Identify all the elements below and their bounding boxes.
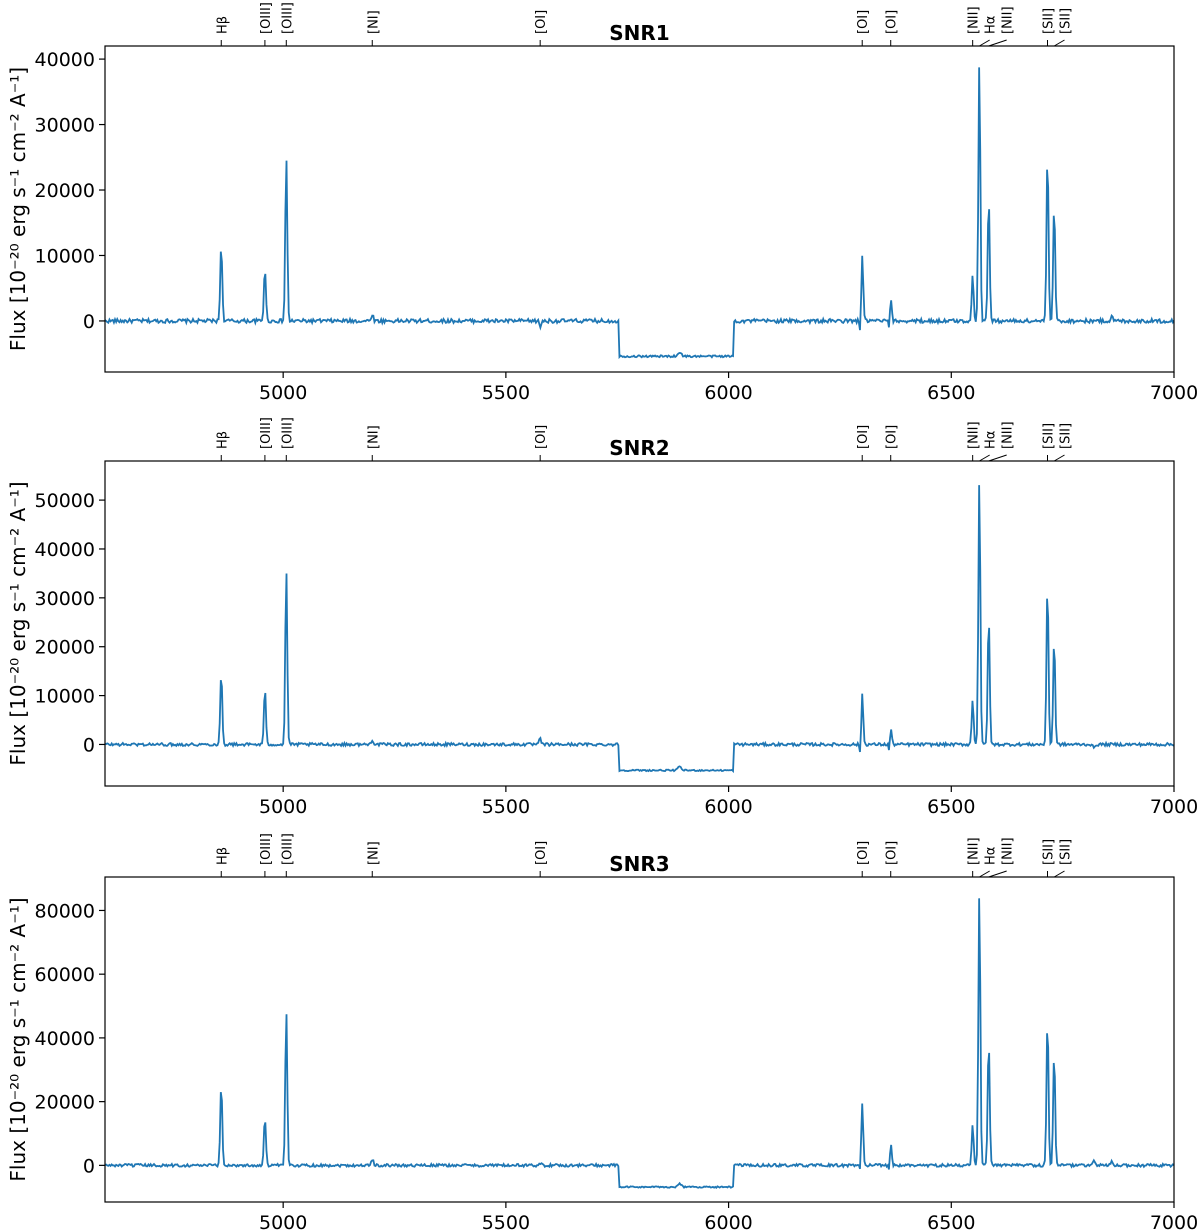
line-marker-tick <box>988 454 1007 462</box>
axes-frame <box>104 45 1175 373</box>
chart-title: SNR1 <box>609 21 669 45</box>
panel-3: 5000 5500 6000 6500 7000 0 20000 40000 60000 8000… <box>6 833 1198 1232</box>
emission-line-label: Hα <box>984 847 999 865</box>
y-tick-label: 0 <box>83 1155 95 1177</box>
emission-line-label: [OIII] <box>259 417 274 449</box>
emission-line-label: [OIII] <box>259 2 274 34</box>
x-tick-label: 5500 <box>482 1212 530 1232</box>
panel-1: 5000 5500 6000 6500 7000 0 10000 20000 30000 4000… <box>6 2 1198 404</box>
line-marker-tick <box>988 39 1007 47</box>
x-tick-label: 7000 <box>1150 382 1198 404</box>
emission-line-label: [OI] <box>885 10 900 34</box>
emission-line-label: [SII] <box>1059 423 1074 449</box>
line-marker-tick <box>979 870 990 878</box>
y-tick-label: 20000 <box>35 180 95 202</box>
emission-line-label: [NII] <box>1001 6 1016 34</box>
x-tick-label: 7000 <box>1150 796 1198 818</box>
y-tick-label: 40000 <box>35 49 95 71</box>
emission-line-label: [SII] <box>1042 839 1057 865</box>
emission-line-label: Hβ <box>215 431 230 449</box>
emission-line-label: [NII] <box>967 421 982 449</box>
spectrum-line <box>105 898 1174 1190</box>
emission-line-label: [NII] <box>967 837 982 865</box>
line-marker-tick <box>979 39 990 47</box>
axes-frame <box>104 460 1175 787</box>
line-marker-tick <box>979 454 990 462</box>
emission-line-label: Hα <box>984 16 999 34</box>
emission-line-label: [OI] <box>534 425 549 449</box>
line-marker-tick <box>1053 870 1065 878</box>
emission-line-label: [NI] <box>366 425 381 449</box>
x-tick-label: 5500 <box>482 796 530 818</box>
y-tick-label: 0 <box>83 311 95 333</box>
emission-line-label: [NII] <box>1001 421 1016 449</box>
spectrum-line <box>105 67 1174 360</box>
y-axis-label: Flux [10⁻²⁰ erg s⁻¹ cm⁻² A⁻¹] <box>6 67 30 351</box>
y-tick-label: 20000 <box>35 1092 95 1114</box>
x-tick-label: 5000 <box>259 382 307 404</box>
emission-line-label: [OI] <box>856 10 871 34</box>
y-tick-label: 10000 <box>35 686 95 708</box>
x-tick-label: 5500 <box>482 382 530 404</box>
emission-line-label: [OIII] <box>259 833 274 865</box>
emission-line-label: [SII] <box>1042 423 1057 449</box>
y-tick-label: 30000 <box>35 588 95 610</box>
y-tick-label: 40000 <box>35 539 95 561</box>
panel-2: 5000 5500 6000 6500 7000 0 10000 20000 30000 4000… <box>6 417 1198 818</box>
y-tick-label: 50000 <box>35 490 95 512</box>
emission-line-label: Hβ <box>215 16 230 34</box>
emission-line-label: [OI] <box>885 841 900 865</box>
emission-line-label: [NI] <box>366 841 381 865</box>
emission-line-label: Hβ <box>215 847 230 865</box>
emission-line-label: [SII] <box>1042 8 1057 34</box>
emission-line-label: [OIII] <box>280 417 295 449</box>
x-tick-label: 7000 <box>1150 1212 1198 1232</box>
line-marker-tick <box>1053 39 1065 47</box>
emission-line-label: [OI] <box>885 425 900 449</box>
y-tick-label: 60000 <box>35 964 95 986</box>
y-tick-label: 80000 <box>35 900 95 922</box>
x-tick-label: 6000 <box>704 796 752 818</box>
x-tick-label: 6500 <box>927 382 975 404</box>
emission-line-label: [NII] <box>967 6 982 34</box>
emission-line-label: [OI] <box>856 425 871 449</box>
y-tick-label: 10000 <box>35 245 95 267</box>
y-tick-label: 0 <box>83 734 95 756</box>
emission-line-label: [OI] <box>534 841 549 865</box>
y-tick-label: 20000 <box>35 637 95 659</box>
y-axis-label: Flux [10⁻²⁰ erg s⁻¹ cm⁻² A⁻¹] <box>6 897 30 1181</box>
y-tick-label: 30000 <box>35 115 95 137</box>
x-tick-label: 6000 <box>704 1212 752 1232</box>
chart-title: SNR3 <box>609 852 669 876</box>
y-tick-label: 40000 <box>35 1028 95 1050</box>
emission-line-label: Hα <box>984 431 999 449</box>
axes-frame <box>104 876 1175 1203</box>
emission-line-label: [NII] <box>1001 837 1016 865</box>
x-tick-label: 6500 <box>927 1212 975 1232</box>
line-marker-tick <box>1053 454 1065 462</box>
x-tick-label: 5000 <box>259 796 307 818</box>
line-marker-tick <box>988 870 1007 878</box>
chart-title: SNR2 <box>609 436 669 460</box>
emission-line-label: [SII] <box>1059 839 1074 865</box>
x-tick-label: 6000 <box>704 382 752 404</box>
emission-line-label: [OI] <box>856 841 871 865</box>
emission-line-label: [OI] <box>534 10 549 34</box>
emission-line-label: [NI] <box>366 10 381 34</box>
emission-line-label: [OIII] <box>280 833 295 865</box>
emission-line-label: [SII] <box>1059 8 1074 34</box>
emission-line-label: [OIII] <box>280 2 295 34</box>
x-tick-label: 5000 <box>259 1212 307 1232</box>
spectrum-line <box>105 485 1174 774</box>
x-tick-label: 6500 <box>927 796 975 818</box>
y-axis-label: Flux [10⁻²⁰ erg s⁻¹ cm⁻² A⁻¹] <box>6 481 30 765</box>
